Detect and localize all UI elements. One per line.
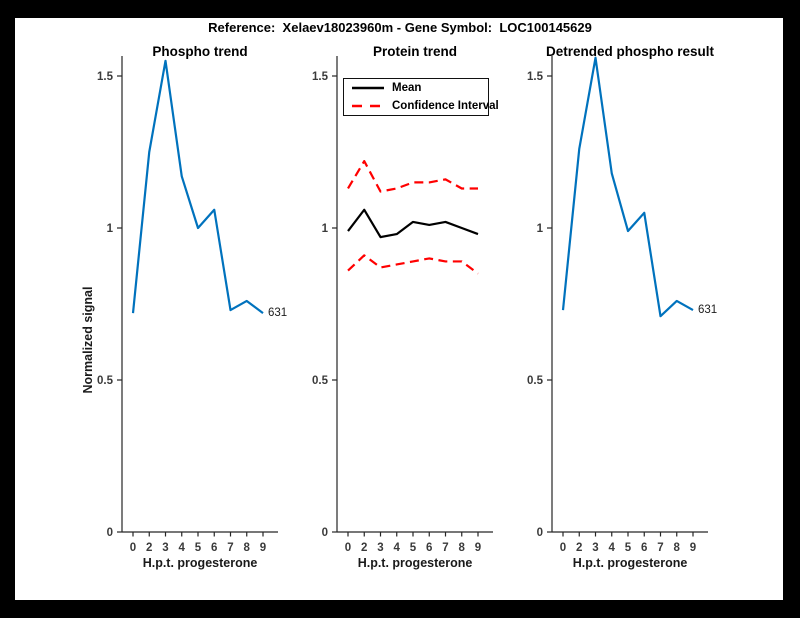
series-line-detrended-phospho [561, 56, 694, 318]
x-tick-label: 6 [641, 542, 647, 554]
x-tick-label: 3 [162, 542, 168, 554]
x-tick-label: 5 [410, 542, 417, 554]
confidence-interval-swatch-icon [352, 104, 384, 108]
series-line-mean [347, 208, 479, 239]
y-tick-label: 1 [537, 223, 544, 235]
x-tick-label: 7 [657, 542, 663, 554]
x-tick-label: 3 [377, 542, 383, 554]
subplot-1-xlabel: H.p.t. progesterone [142, 556, 258, 570]
y-tick-label: 1 [322, 223, 329, 235]
y-tick-label: 0 [537, 527, 543, 539]
y-tick-label: 1.5 [97, 71, 114, 83]
legend-label-mean: Mean [392, 82, 422, 94]
x-tick-label: 2 [576, 542, 582, 554]
x-tick-label: 5 [195, 542, 202, 554]
x-tick-label: 7 [442, 542, 448, 554]
subplot-3-xlabel: H.p.t. progesterone [572, 556, 688, 570]
x-tick-label: 9 [690, 542, 696, 554]
figure-title: Reference: Xelaev18023960m - Gene Symbol… [208, 20, 592, 35]
annotation-631-left: 631 [268, 307, 288, 319]
legend: Mean Confidence Interval [343, 78, 499, 116]
y-tick-label: 0.5 [527, 375, 544, 387]
subplot-1-title: Phospho trend [152, 44, 248, 59]
x-tick-label: 2 [361, 542, 367, 554]
y-tick-label: 1 [107, 223, 114, 235]
y-axis-label: Normalized signal [81, 286, 95, 394]
x-tick-label: 3 [592, 542, 598, 554]
y-tick-label: 0.5 [312, 375, 329, 387]
mean-line-swatch-icon [352, 86, 384, 90]
x-tick-label: 0 [345, 542, 351, 554]
x-tick-label: 7 [227, 542, 233, 554]
y-tick-label: 0.5 [97, 375, 114, 387]
subplot-3-title: Detrended phospho result [545, 44, 715, 59]
series-line-ci-lower [347, 254, 479, 275]
legend-label-confidence-interval: Confidence Interval [392, 100, 499, 112]
annotation-631-right: 631 [698, 304, 718, 316]
x-tick-label: 5 [625, 542, 632, 554]
subplot-2-title: Protein trend [372, 44, 458, 59]
x-tick-label: 9 [260, 542, 266, 554]
x-tick-label: 4 [179, 542, 186, 554]
x-tick-label: 9 [475, 542, 481, 554]
x-tick-label: 8 [674, 542, 681, 554]
x-tick-label: 6 [426, 542, 432, 554]
y-tick-label: 0 [322, 527, 328, 539]
x-tick-label: 4 [609, 542, 616, 554]
y-tick-label: 0 [107, 527, 113, 539]
x-tick-label: 2 [146, 542, 152, 554]
x-tick-label: 0 [130, 542, 136, 554]
series-line-phospho [131, 59, 264, 315]
x-tick-label: 8 [459, 542, 466, 554]
x-tick-label: 0 [560, 542, 566, 554]
y-tick-label: 1.5 [312, 71, 329, 83]
y-tick-label: 1.5 [527, 71, 544, 83]
x-tick-label: 4 [394, 542, 401, 554]
series-line-ci-upper [347, 160, 478, 193]
subplot-2-xlabel: H.p.t. progesterone [357, 556, 473, 570]
x-tick-label: 8 [244, 542, 251, 554]
legend-item-confidence-interval: Confidence Interval [344, 97, 499, 115]
x-tick-label: 6 [211, 542, 217, 554]
legend-item-mean: Mean [344, 79, 488, 97]
